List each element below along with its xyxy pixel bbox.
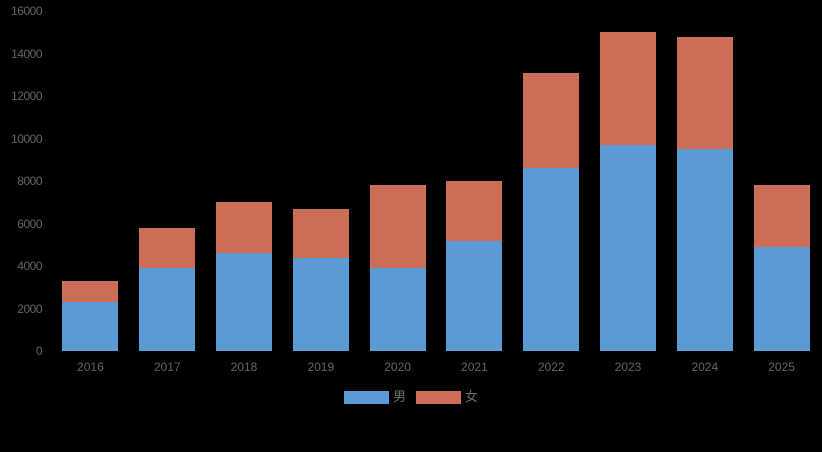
x-axis-category-label: 2024	[691, 360, 719, 374]
legend-swatch-male	[343, 390, 389, 404]
bar-segment-female-2017	[139, 227, 196, 269]
bar-segment-male-2023	[600, 144, 656, 351]
x-axis-category-label: 2018	[230, 360, 258, 374]
y-axis-tick-label: 0	[35, 344, 43, 358]
y-axis-tick-label: 2000	[17, 301, 42, 316]
x-axis-category-label: 2020	[384, 360, 411, 374]
bar-segment-female-2020	[369, 185, 426, 269]
bar-segment-female-2023	[600, 32, 656, 145]
bar-segment-female-2018	[216, 202, 272, 254]
y-axis-tick-label: 16000	[11, 4, 42, 18]
legend-item-male: 男	[343, 389, 406, 404]
x-axis-category-label: 2019	[307, 360, 335, 374]
bar-segment-male-2021	[446, 240, 503, 351]
bar-segment-female-2016	[62, 280, 119, 303]
x-axis-category-label: 2017	[153, 360, 181, 374]
bar-segment-female-2019	[292, 208, 349, 258]
bar-segment-male-2016	[62, 302, 119, 351]
y-axis-tick-label: 4000	[17, 259, 42, 273]
bar-segment-female-2025	[753, 185, 810, 247]
bar-segment-female-2022	[523, 72, 580, 169]
bar-segment-female-2021	[446, 181, 503, 241]
bar-segment-male-2017	[139, 268, 196, 351]
x-axis-category-label: 2023	[614, 360, 642, 374]
x-axis-category-label: 2025	[768, 360, 795, 374]
legend-swatch-female	[416, 390, 461, 404]
bar-segment-male-2020	[369, 268, 426, 351]
x-axis-category-label: 2022	[537, 360, 565, 374]
bar-segment-male-2019	[292, 257, 349, 351]
x-axis-category-label: 2021	[461, 360, 488, 374]
y-axis-tick-label: 12000	[11, 89, 42, 103]
y-axis-tick-label: 8000	[17, 174, 42, 188]
y-axis-tick-label: 6000	[17, 216, 42, 231]
bar-segment-male-2022	[523, 168, 580, 351]
legend: 男女	[0, 390, 822, 404]
legend-item-female: 女	[416, 390, 478, 404]
x-axis-category-label: 2016	[77, 360, 104, 374]
legend-label-female: 女	[465, 389, 479, 404]
bar-segment-male-2018	[216, 253, 272, 351]
y-axis-tick-label: 14000	[11, 46, 42, 61]
y-axis-tick-label: 10000	[11, 131, 42, 146]
bar-segment-male-2024	[676, 149, 733, 351]
legend-label-male: 男	[392, 389, 406, 404]
bar-segment-female-2024	[676, 36, 733, 150]
bar-segment-male-2025	[753, 246, 810, 351]
